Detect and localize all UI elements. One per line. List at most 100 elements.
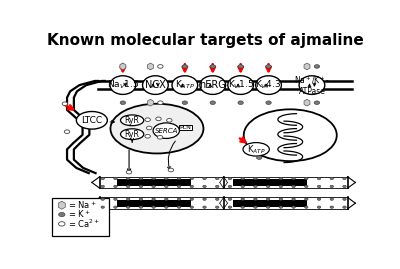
- Text: K$_V$4.3: K$_V$4.3: [256, 79, 282, 91]
- Circle shape: [190, 177, 194, 180]
- Circle shape: [146, 126, 152, 130]
- Circle shape: [292, 185, 295, 187]
- Ellipse shape: [142, 76, 168, 94]
- Bar: [117, 200, 191, 207]
- Circle shape: [228, 198, 232, 200]
- Text: K$_{ATP}$: K$_{ATP}$: [175, 79, 195, 91]
- Circle shape: [266, 101, 271, 105]
- Circle shape: [139, 185, 143, 187]
- Circle shape: [330, 185, 334, 187]
- Circle shape: [317, 198, 321, 200]
- Ellipse shape: [153, 123, 180, 139]
- Text: Na$^+$/K$^+$-
ATPase: Na$^+$/K$^+$- ATPase: [294, 74, 330, 96]
- Circle shape: [158, 65, 163, 68]
- Circle shape: [304, 198, 308, 200]
- Bar: [233, 200, 307, 207]
- Circle shape: [145, 134, 150, 138]
- Circle shape: [314, 65, 320, 68]
- Circle shape: [254, 206, 257, 208]
- Circle shape: [145, 118, 150, 122]
- Circle shape: [190, 198, 194, 200]
- Circle shape: [279, 185, 283, 187]
- Circle shape: [266, 198, 270, 200]
- Circle shape: [317, 177, 321, 180]
- Text: hERG: hERG: [199, 80, 226, 90]
- Circle shape: [164, 198, 168, 200]
- Circle shape: [190, 185, 194, 187]
- Circle shape: [101, 206, 104, 208]
- Circle shape: [304, 206, 308, 208]
- Circle shape: [238, 101, 243, 105]
- Polygon shape: [148, 63, 153, 70]
- Ellipse shape: [110, 76, 136, 94]
- Circle shape: [343, 206, 346, 208]
- Circle shape: [114, 177, 117, 180]
- Circle shape: [167, 118, 172, 122]
- Circle shape: [158, 101, 163, 105]
- Circle shape: [139, 198, 143, 200]
- Circle shape: [216, 177, 219, 180]
- Circle shape: [228, 185, 232, 187]
- Text: SERCA: SERCA: [154, 128, 178, 134]
- Circle shape: [126, 206, 130, 208]
- Text: Known molecular targets of ajmaline: Known molecular targets of ajmaline: [47, 33, 363, 48]
- Circle shape: [126, 177, 130, 180]
- Text: Na$_V$1.5: Na$_V$1.5: [107, 79, 139, 91]
- Ellipse shape: [76, 112, 107, 129]
- Ellipse shape: [172, 76, 198, 94]
- Circle shape: [241, 185, 244, 187]
- Ellipse shape: [244, 109, 337, 161]
- Circle shape: [203, 206, 206, 208]
- Polygon shape: [58, 201, 65, 209]
- Circle shape: [120, 101, 126, 105]
- Circle shape: [203, 185, 206, 187]
- Circle shape: [152, 185, 155, 187]
- Text: LTCC: LTCC: [81, 116, 102, 125]
- Circle shape: [330, 177, 334, 180]
- Circle shape: [152, 177, 155, 180]
- Ellipse shape: [120, 115, 144, 126]
- Circle shape: [64, 130, 70, 133]
- Circle shape: [216, 206, 219, 208]
- Circle shape: [241, 198, 244, 200]
- Ellipse shape: [120, 129, 144, 140]
- Bar: [117, 179, 191, 186]
- Ellipse shape: [256, 76, 282, 94]
- Circle shape: [156, 117, 161, 121]
- Circle shape: [177, 198, 181, 200]
- Circle shape: [256, 156, 262, 160]
- Circle shape: [114, 206, 117, 208]
- Circle shape: [317, 206, 321, 208]
- Circle shape: [266, 177, 270, 180]
- Circle shape: [279, 177, 283, 180]
- Circle shape: [210, 101, 216, 105]
- Circle shape: [304, 185, 308, 187]
- Circle shape: [114, 185, 117, 187]
- Circle shape: [177, 206, 181, 208]
- Circle shape: [157, 136, 163, 139]
- Ellipse shape: [228, 76, 254, 94]
- Circle shape: [152, 198, 155, 200]
- Circle shape: [139, 206, 143, 208]
- Circle shape: [228, 206, 232, 208]
- Circle shape: [343, 198, 346, 200]
- Circle shape: [177, 185, 181, 187]
- Ellipse shape: [243, 143, 269, 156]
- Circle shape: [139, 177, 143, 180]
- Circle shape: [254, 198, 257, 200]
- Circle shape: [58, 222, 65, 226]
- Text: RyR: RyR: [125, 130, 140, 139]
- Circle shape: [241, 206, 244, 208]
- Circle shape: [182, 65, 188, 68]
- Circle shape: [292, 206, 295, 208]
- Text: RyR: RyR: [125, 116, 140, 125]
- Text: NCX: NCX: [145, 80, 166, 90]
- Bar: [233, 179, 307, 186]
- Circle shape: [177, 177, 181, 180]
- Circle shape: [343, 185, 346, 187]
- Circle shape: [126, 185, 130, 187]
- Circle shape: [114, 198, 117, 200]
- Circle shape: [164, 206, 168, 208]
- Circle shape: [62, 102, 68, 105]
- Circle shape: [292, 177, 295, 180]
